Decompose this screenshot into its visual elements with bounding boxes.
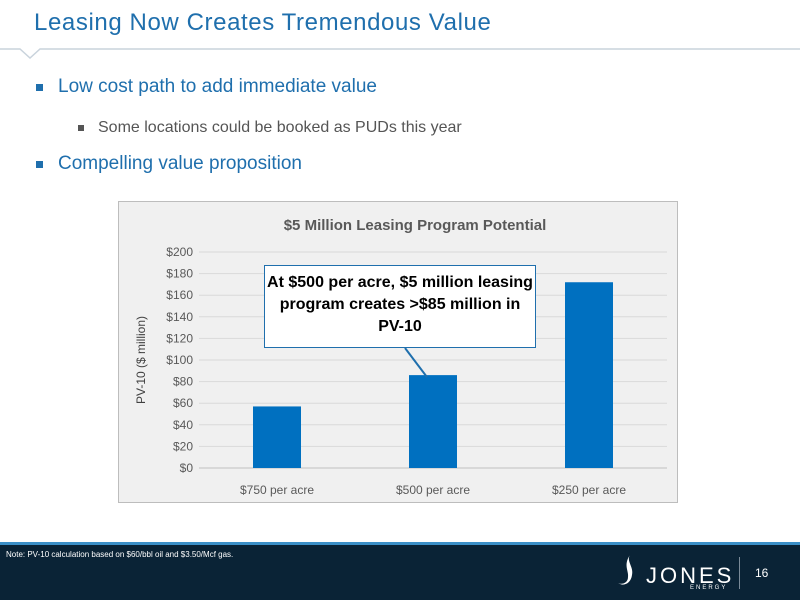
callout-pointer <box>404 347 428 378</box>
chart-frame: $5 Million Leasing Program Potential $0 $2… <box>118 201 678 503</box>
y-tick-label: $160 <box>166 288 193 302</box>
y-tick-label: $80 <box>173 375 193 389</box>
bullet-2-text: Some locations could be booked as PUDs t… <box>98 119 462 136</box>
bar-chart: $5 Million Leasing Program Potential $0 $2… <box>134 217 667 497</box>
slide-title: Leasing Now Creates Tremendous Value <box>34 9 492 36</box>
footer-divider <box>739 557 740 589</box>
bullet-square-icon <box>36 83 43 91</box>
x-tick-label: $500 per acre <box>396 483 470 497</box>
y-tick-label: $180 <box>166 267 193 281</box>
bar-3 <box>565 282 613 468</box>
bullet-1: Low cost path to add immediate value <box>36 76 377 98</box>
bullet-2: Some locations could be booked as PUDs t… <box>78 119 462 137</box>
y-tick-label: $20 <box>173 439 193 453</box>
y-tick-label: $140 <box>166 310 193 324</box>
x-tick-label: $750 per acre <box>240 483 314 497</box>
footer-bar <box>0 545 800 600</box>
bar-1 <box>253 406 301 468</box>
y-tick-label: $100 <box>166 353 193 367</box>
callout-box: At $500 per acre, $5 million leasing pro… <box>264 265 536 348</box>
title-underline <box>0 48 800 60</box>
footnote: Note: PV-10 calculation based on $60/bbl… <box>6 550 234 559</box>
y-tick-label: $200 <box>166 245 193 259</box>
y-tick-label: $120 <box>166 331 193 345</box>
y-tick-label: $60 <box>173 396 193 410</box>
logo-subtext: ENERGY <box>690 585 728 591</box>
footer-accent-line <box>0 542 800 545</box>
bullet-square-icon <box>36 160 43 168</box>
logo-wordmark: JONES <box>646 563 735 588</box>
x-tick-label: $250 per acre <box>552 483 626 497</box>
page-number: 16 <box>755 566 769 580</box>
y-tick-label: $40 <box>173 418 193 432</box>
bar-2 <box>409 375 457 468</box>
y-axis-label: PV-10 ($ million) <box>134 316 148 404</box>
bullet-3-text: Compelling value proposition <box>58 153 302 174</box>
bullet-square-icon <box>78 125 84 131</box>
bullet-3: Compelling value proposition <box>36 153 302 175</box>
y-tick-label: $0 <box>180 461 194 475</box>
bullet-1-text: Low cost path to add immediate value <box>58 76 377 97</box>
chart-title: $5 Million Leasing Program Potential <box>284 217 547 234</box>
jones-energy-logo-icon <box>618 555 633 585</box>
